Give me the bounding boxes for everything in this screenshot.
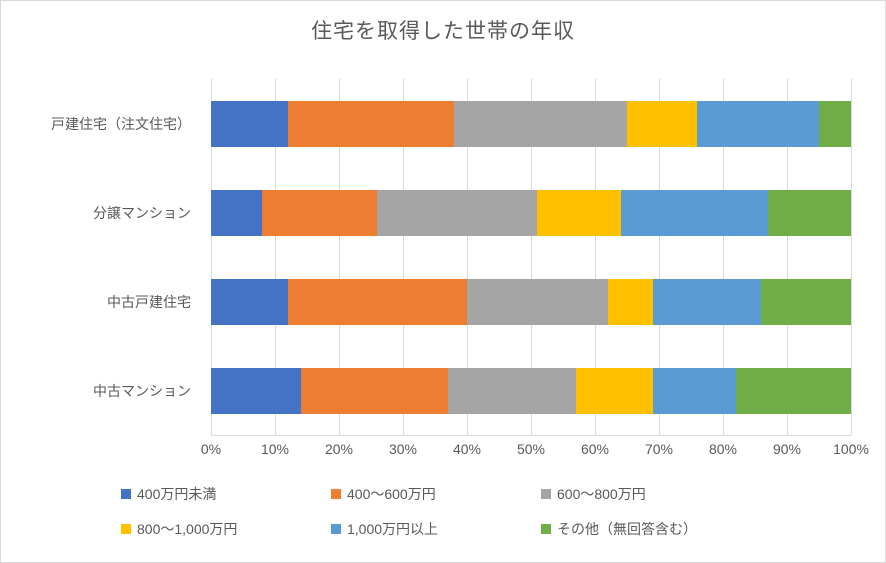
bar-segment bbox=[736, 368, 851, 414]
y-category-label: 中古戸建住宅 bbox=[1, 292, 191, 312]
x-tick-label: 100% bbox=[833, 441, 869, 457]
bar-segment bbox=[621, 190, 768, 236]
legend-swatch bbox=[121, 489, 131, 499]
x-tick-label: 70% bbox=[645, 441, 673, 457]
legend-label: その他（無回答含む） bbox=[557, 519, 697, 539]
bar-segment bbox=[211, 190, 262, 236]
y-category-label: 分譲マンション bbox=[1, 203, 191, 223]
bar-segment bbox=[288, 101, 454, 147]
x-tick-label: 50% bbox=[517, 441, 545, 457]
legend-item: 400～600万円 bbox=[331, 479, 541, 509]
bar-segment bbox=[537, 190, 620, 236]
bar-segment bbox=[211, 101, 288, 147]
legend-label: 400～600万円 bbox=[347, 484, 436, 504]
bar-segment bbox=[768, 190, 851, 236]
bar-segment bbox=[697, 101, 819, 147]
x-tick-label: 60% bbox=[581, 441, 609, 457]
y-axis-labels: 戸建住宅（注文住宅） 分譲マンション中古戸建住宅中古マンション bbox=[1, 79, 201, 435]
bar-segment bbox=[211, 279, 288, 325]
legend-swatch bbox=[121, 524, 131, 534]
legend-swatch bbox=[331, 524, 341, 534]
bar-segment bbox=[448, 368, 576, 414]
bar-segment bbox=[467, 279, 608, 325]
y-category-label: 戸建住宅（注文住宅） bbox=[1, 114, 191, 134]
x-tick-label: 90% bbox=[773, 441, 801, 457]
legend-item: 400万円未満 bbox=[121, 479, 331, 509]
x-axis-labels: 0%10%20%30%40%50%60%70%80%90%100% bbox=[211, 441, 851, 465]
bar-segment bbox=[377, 190, 537, 236]
bar-segment bbox=[301, 368, 448, 414]
bar-segment bbox=[627, 101, 697, 147]
bar-segment bbox=[608, 279, 653, 325]
x-tick-label: 20% bbox=[325, 441, 353, 457]
bar-segment bbox=[262, 190, 377, 236]
legend-item: 800～1,000万円 bbox=[121, 514, 331, 544]
legend: 400万円未満 400～600万円 600～800万円 800～1,000万円 1,00… bbox=[121, 479, 855, 549]
y-category-label: 中古マンション bbox=[1, 381, 191, 401]
bar-segment bbox=[653, 368, 736, 414]
legend-item: 1,000万円以上 bbox=[331, 514, 541, 544]
legend-swatch bbox=[541, 524, 551, 534]
plot-area bbox=[211, 79, 851, 436]
bar-segment bbox=[653, 279, 762, 325]
x-tick-label: 30% bbox=[389, 441, 417, 457]
bar-row bbox=[211, 279, 851, 325]
chart-container: 住宅を取得した世帯の年収 戸建住宅（注文住宅） 分譲マンション中古戸建住宅中古マン… bbox=[0, 0, 886, 563]
bar-segment bbox=[819, 101, 851, 147]
legend-swatch bbox=[541, 489, 551, 499]
bar-segment bbox=[576, 368, 653, 414]
legend-item: 600～800万円 bbox=[541, 479, 751, 509]
legend-swatch bbox=[331, 489, 341, 499]
bar-row bbox=[211, 368, 851, 414]
legend-label: 1,000万円以上 bbox=[347, 519, 438, 539]
x-tick-label: 0% bbox=[201, 441, 221, 457]
legend-label: 800～1,000万円 bbox=[137, 519, 237, 539]
x-tick-label: 10% bbox=[261, 441, 289, 457]
x-tick-label: 40% bbox=[453, 441, 481, 457]
bar-segment bbox=[454, 101, 627, 147]
bar-segment bbox=[211, 368, 301, 414]
bar-row bbox=[211, 101, 851, 147]
chart-title: 住宅を取得した世帯の年収 bbox=[1, 1, 885, 45]
x-tick-label: 80% bbox=[709, 441, 737, 457]
bar-segment bbox=[761, 279, 851, 325]
legend-item: その他（無回答含む） bbox=[541, 514, 751, 544]
bar-row bbox=[211, 190, 851, 236]
bar-segment bbox=[288, 279, 467, 325]
legend-label: 600～800万円 bbox=[557, 484, 646, 504]
gridline bbox=[851, 79, 852, 435]
legend-label: 400万円未満 bbox=[137, 484, 216, 504]
